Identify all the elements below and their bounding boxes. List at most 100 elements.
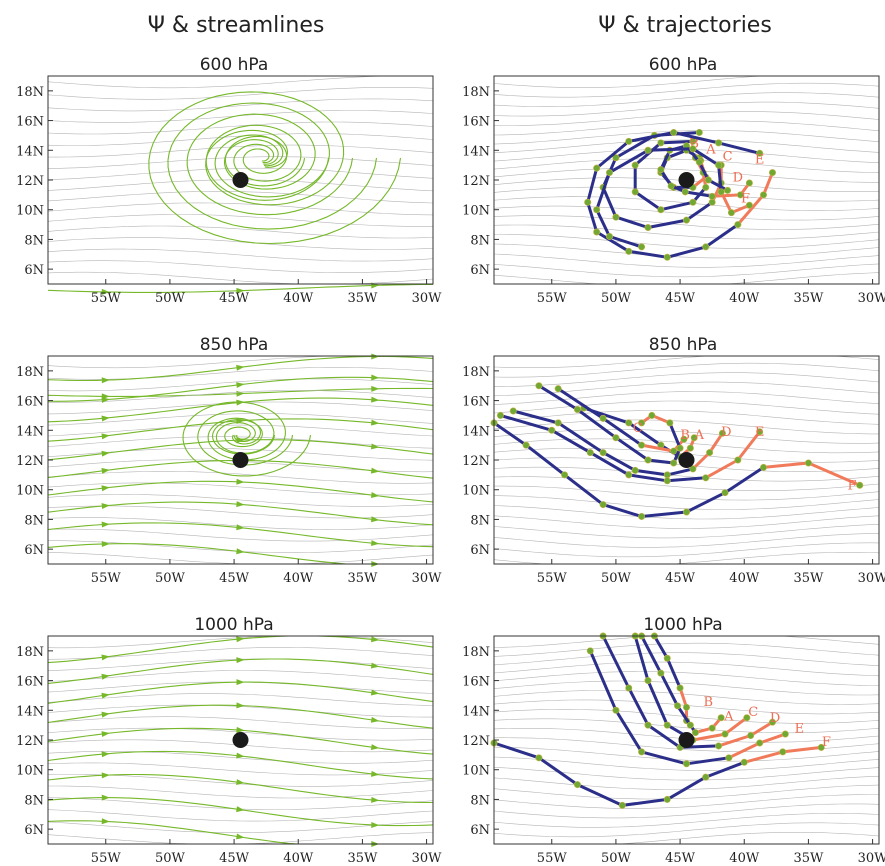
isoline <box>47 693 434 706</box>
isoline <box>493 542 880 558</box>
trajectory-label-F: F <box>848 479 857 494</box>
y-tick-label: 10N <box>16 204 44 219</box>
flow-arrow <box>370 467 380 474</box>
isoline <box>494 372 880 387</box>
trajectory-point <box>759 463 767 471</box>
trajectory-point <box>666 419 674 427</box>
x-tick-label: 40W <box>729 291 760 306</box>
trajectory-early-F <box>595 147 723 249</box>
flow-arrow <box>236 833 245 840</box>
y-tick-label: 14N <box>462 704 490 719</box>
y-tick-label: 18N <box>16 85 44 100</box>
flow-arrow <box>101 818 110 825</box>
trajectory-point <box>496 411 504 419</box>
flow-arrow <box>101 433 110 440</box>
trajectory-point <box>593 206 601 214</box>
trajectory-point <box>689 198 697 206</box>
isoline <box>493 680 880 696</box>
flow-arrow <box>371 636 380 643</box>
trajectory-label-B: B <box>680 428 690 443</box>
trajectory-point <box>734 456 742 464</box>
isoline <box>493 718 880 734</box>
trajectory-point <box>691 729 699 737</box>
y-tick-label: 12N <box>462 454 490 469</box>
isoline <box>47 517 434 530</box>
trajectory-point <box>625 247 633 255</box>
trajectory-point <box>593 228 601 236</box>
trajectory-point <box>663 471 671 479</box>
x-tick-label: 45W <box>219 291 250 306</box>
flow-arrow <box>101 731 110 738</box>
y-tick-label: 6N <box>470 823 490 838</box>
trajectory-label-E: E <box>755 153 765 168</box>
flow-arrow <box>101 450 110 457</box>
flow-arrow <box>370 492 380 498</box>
trajectory-point <box>584 198 592 206</box>
flow-arrow <box>370 689 380 696</box>
trajectory-late-F <box>762 461 862 487</box>
isoline <box>47 378 434 392</box>
flow-arrow <box>371 282 380 289</box>
x-tick-label: 45W <box>219 571 250 586</box>
column-title-trajectories: Ψ & trajectories <box>598 13 772 38</box>
trajectory-point <box>676 684 684 692</box>
isoline <box>493 438 880 454</box>
trajectory-label-D: D <box>733 170 743 185</box>
isoline <box>493 75 879 88</box>
flow-arrow <box>101 692 110 699</box>
trajectory-point <box>631 466 639 474</box>
trajectory-point <box>721 730 729 738</box>
trajectory-point <box>657 166 665 174</box>
isoline <box>493 168 879 183</box>
storm-center-marker <box>678 732 695 748</box>
trajectory-point <box>625 471 633 479</box>
storm-center-marker <box>678 452 695 468</box>
flow-arrow <box>236 501 245 508</box>
x-tick-label: 40W <box>283 291 314 306</box>
isoline <box>493 410 880 425</box>
isoline <box>47 167 434 180</box>
trajectory-label-E: E <box>795 722 805 737</box>
trajectory-point <box>667 182 675 190</box>
streamline <box>47 658 434 684</box>
x-tick-label: 40W <box>283 571 314 586</box>
isoline <box>493 466 880 482</box>
flow-arrow <box>236 437 245 444</box>
isoline <box>47 809 434 822</box>
isoline <box>493 495 880 510</box>
trajectory-point <box>727 209 735 217</box>
trajectory-point <box>686 444 694 452</box>
streamline <box>212 419 276 455</box>
trajectory-early-D <box>511 409 695 477</box>
isoline <box>47 436 434 449</box>
column-title-streamlines: Ψ & streamlines <box>148 13 325 38</box>
trajectory-point <box>743 714 751 722</box>
isoline <box>493 362 880 378</box>
trajectory-point <box>745 179 753 187</box>
y-tick-label: 14N <box>462 424 490 439</box>
trajectory-point <box>605 232 613 240</box>
x-tick-label: 45W <box>665 291 696 306</box>
flow-arrow <box>101 772 110 779</box>
isoline <box>47 528 434 542</box>
isoline <box>47 121 434 135</box>
trajectory-point <box>817 743 825 751</box>
y-tick-label: 16N <box>462 115 490 130</box>
trajectory-point <box>644 677 652 685</box>
y-tick-label: 18N <box>462 365 490 380</box>
y-tick-label: 18N <box>462 645 490 660</box>
isoline <box>493 111 880 126</box>
x-tick-label: 35W <box>793 851 824 866</box>
isoline <box>48 144 434 158</box>
trajectory-point <box>670 459 678 467</box>
flow-arrow <box>236 390 245 397</box>
trajectory-point <box>535 754 543 762</box>
x-tick-label: 30W <box>412 291 443 306</box>
isoline <box>47 248 434 262</box>
isoline <box>47 505 434 519</box>
isoline <box>493 756 880 771</box>
flow-arrow <box>371 419 380 426</box>
isoline <box>47 87 434 100</box>
y-tick-label: 12N <box>16 454 44 469</box>
trajectory-point <box>768 718 776 726</box>
